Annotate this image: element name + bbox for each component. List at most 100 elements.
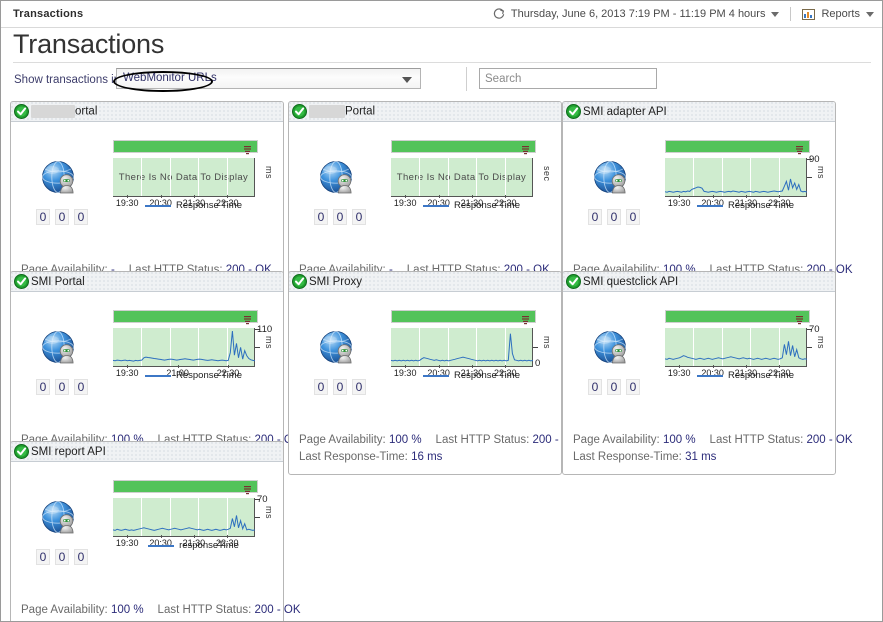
- footer-line-2: Last Response-Time: 31 ms: [573, 449, 835, 466]
- y-axis-max-label: 90: [809, 154, 820, 165]
- chevron-down-icon[interactable]: [866, 11, 874, 17]
- globe-user-icon: [39, 331, 85, 376]
- counter-value: 0: [314, 209, 328, 225]
- date-range-label[interactable]: Thursday, June 6, 2013 7:19 PM - 11:19 P…: [510, 8, 766, 20]
- chevron-down-icon[interactable]: [402, 77, 412, 83]
- card-header: SMI adapter API: [563, 102, 835, 122]
- y-axis-unit-label: sec: [542, 166, 552, 182]
- card-title[interactable]: SMI report API: [31, 446, 106, 458]
- search-box[interactable]: [479, 68, 657, 89]
- x-axis-tick: 21:30: [460, 198, 484, 208]
- chart-legend: Response Time: [658, 200, 833, 211]
- secondary-metric-value: 31 ms: [685, 451, 717, 463]
- x-axis-tick: 22:30: [768, 368, 791, 378]
- availability-bar: [113, 310, 258, 325]
- no-data-message: There Is No Data To Display: [396, 171, 527, 183]
- counter-value: 0: [588, 379, 602, 395]
- chart-area: 19:30 20:30 21:30 22:30 70 ms: [106, 480, 281, 548]
- x-axis-tick: 22:30: [216, 198, 239, 208]
- x-axis: 19:30 21:00 22:30: [113, 365, 255, 380]
- transaction-card[interactable]: SMI report API 0 0 0 19:30 20:30 21:30 22:30 70 m…: [10, 441, 301, 621]
- y-axis-unit-label: ms: [816, 166, 826, 179]
- counter-value: 0: [36, 379, 50, 395]
- clock-arrow-icon: [492, 7, 505, 21]
- green-check-circle-icon: [292, 274, 307, 289]
- filter-label: Show transactions in: [14, 74, 121, 86]
- response-time-plot: 19:30 20:30 21:30 22:30 0 ms: [384, 328, 559, 378]
- availability-marker-icon: [795, 312, 804, 325]
- x-axis-tick: 20:30: [149, 198, 172, 208]
- page-availability-label: Page Availability:: [573, 434, 660, 446]
- transaction-scope-dropdown[interactable]: WebMonitor URLs: [116, 68, 421, 89]
- reports-chart-icon: [802, 8, 816, 21]
- card-footer: Page Availability: 100 % Last HTTP Status…: [11, 602, 301, 621]
- card-title-text: Portal: [345, 105, 376, 118]
- chart-area: 19:30 20:30 21:30 22:30 0 ms: [384, 310, 559, 378]
- x-axis-tick: 22:30: [216, 368, 240, 378]
- page-availability-value: 100 %: [388, 434, 422, 446]
- globe-user-icon: [591, 161, 637, 206]
- search-input[interactable]: [480, 69, 656, 89]
- availability-bar: [665, 140, 810, 155]
- chart-area: 19:30 21:00 22:30 110 ms: [106, 310, 281, 378]
- globe-user-icon: [591, 331, 637, 376]
- x-axis-tick: 19:30: [115, 198, 139, 208]
- card-title[interactable]: SMI questclick API: [583, 276, 678, 288]
- card-body: 0 0 0 19:30 21:00 22:30 110 ms Response Time: [11, 292, 283, 432]
- plot-canvas: There Is No Data To Display: [113, 158, 255, 196]
- x-axis-tick: 19:30: [667, 368, 691, 378]
- card-body: 0 0 0 19:30 20:30 21:30 22:30 70 ms Response Time: [563, 292, 835, 432]
- y-axis-max-label: 70: [257, 494, 268, 505]
- legend-label: Response Time: [727, 370, 794, 381]
- x-axis: 19:30 20:30 21:30 22:30: [665, 365, 807, 380]
- card-body: 0 0 0 There Is No Data To Display 19:30 20:30…: [11, 122, 283, 262]
- card-title[interactable]: ortal: [31, 105, 97, 118]
- plot-canvas: [665, 158, 807, 196]
- x-axis-tick: 20:30: [149, 538, 172, 548]
- page-availability-label: Page Availability:: [21, 604, 108, 616]
- green-check-circle-icon: [14, 444, 29, 459]
- legend-color-swatch: [422, 204, 449, 207]
- green-check-circle-icon: [566, 104, 581, 119]
- page-availability-value: 100 %: [662, 434, 696, 446]
- secondary-metric-label: Last Response-Time:: [573, 451, 682, 463]
- x-axis-tick: 22:30: [216, 538, 239, 548]
- card-title-text: ortal: [75, 105, 98, 118]
- x-axis-tick: 22:30: [494, 198, 517, 208]
- transaction-card[interactable]: SMI Proxy 0 0 0 19:30 20:30 21:30 22:30 0 ms Respo…: [288, 271, 579, 475]
- last-http-status-label: Last HTTP Status:: [435, 434, 530, 446]
- card-header: ortal: [11, 102, 283, 122]
- counter-value: 0: [607, 209, 621, 225]
- x-axis-tick: 19:30: [393, 368, 417, 378]
- breadcrumb[interactable]: Transactions: [13, 8, 84, 20]
- card-body: 0 0 0 There Is No Data To Display 19:30 20:30…: [289, 122, 561, 262]
- secondary-metric-value: 16 ms: [411, 451, 443, 463]
- counter-value: 0: [55, 549, 69, 565]
- card-title[interactable]: SMI Portal: [31, 276, 85, 288]
- reports-label[interactable]: Reports: [821, 8, 860, 20]
- y-axis-unit-label: ms: [264, 336, 274, 349]
- availability-marker-icon: [795, 142, 804, 155]
- card-title-text: SMI questclick API: [583, 275, 679, 288]
- response-time-plot: 19:30 20:30 21:30 22:30 70 ms: [658, 324, 833, 378]
- x-axis: 19:30 20:30 21:30 22:30: [391, 365, 533, 380]
- counter-value: 0: [588, 209, 602, 225]
- chevron-down-icon[interactable]: [771, 11, 780, 17]
- response-time-plot: 19:30 20:30 21:30 22:30 70 ms: [106, 494, 281, 548]
- card-body: 0 0 0 19:30 20:30 21:30 22:30 0 ms Response Time: [289, 292, 561, 432]
- x-axis-tick: 19:30: [393, 198, 417, 208]
- legend-label: Response Time: [727, 200, 794, 211]
- card-header: SMI Portal: [11, 272, 283, 292]
- card-title[interactable]: SMI Proxy: [309, 276, 362, 288]
- counter-value: 0: [36, 549, 50, 565]
- card-title[interactable]: Portal: [309, 105, 375, 118]
- availability-bar: [113, 140, 258, 155]
- availability-marker-icon: [243, 142, 252, 155]
- x-axis-tick: 19:30: [115, 368, 139, 378]
- plot-canvas: [113, 498, 255, 536]
- transaction-card[interactable]: SMI questclick API 0 0 0 19:30 20:30 21:30 22:3…: [562, 271, 853, 475]
- green-check-circle-icon: [292, 104, 307, 119]
- card-title[interactable]: SMI adapter API: [583, 106, 667, 118]
